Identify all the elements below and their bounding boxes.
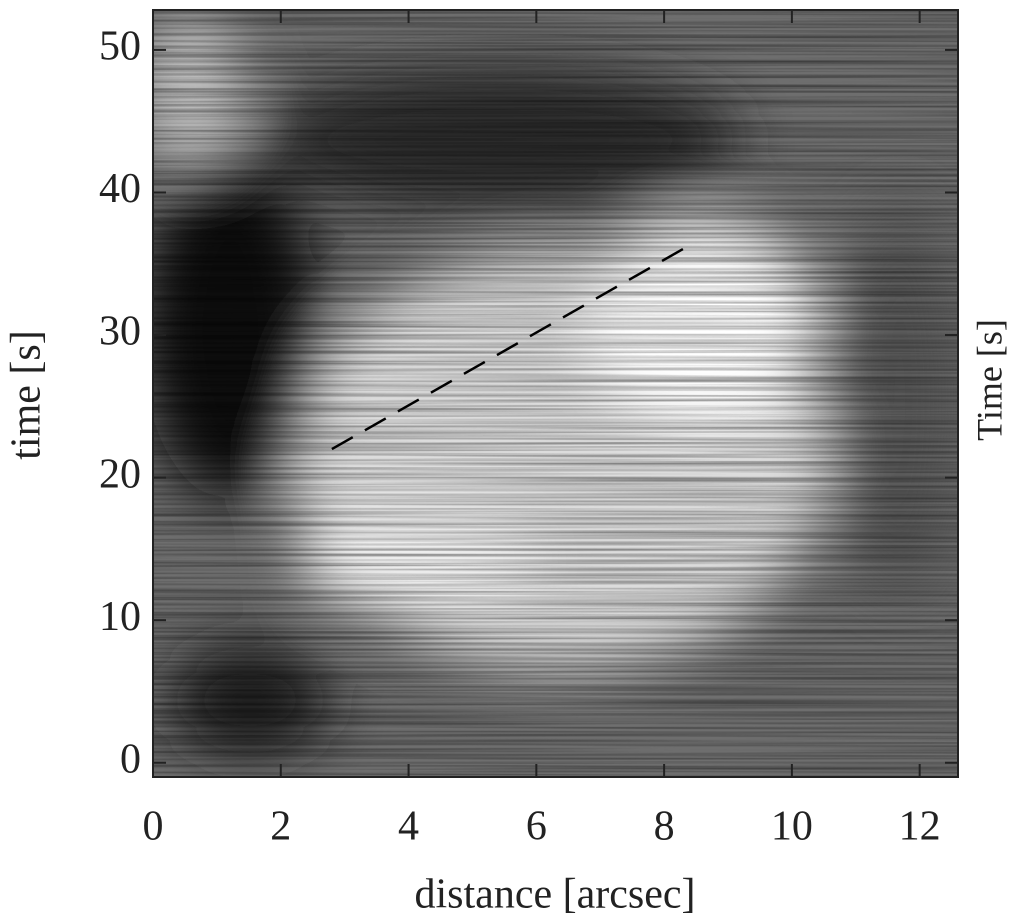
x-tick-label: 0 (143, 804, 164, 850)
x-tick-label: 12 (899, 804, 941, 850)
plot-frame (152, 9, 959, 778)
x-tick-label: 10 (771, 804, 813, 850)
right-axis-label: Time [s] (969, 319, 1009, 441)
x-tick-label: 8 (654, 804, 675, 850)
x-axis-label: distance [arcsec] (415, 872, 696, 918)
x-tick-label: 2 (270, 804, 291, 850)
y-tick-label: 30 (99, 309, 141, 355)
intensity-image (153, 10, 958, 777)
fit-line (331, 244, 691, 451)
y-tick-label: 20 (99, 451, 141, 497)
x-tick-label: 6 (526, 804, 547, 850)
y-tick-label: 10 (99, 594, 141, 640)
x-tick-label: 4 (398, 804, 419, 850)
y-tick-label: 0 (120, 736, 141, 782)
y-axis-label: time [s] (4, 330, 50, 459)
y-tick-label: 50 (99, 24, 141, 70)
y-tick-label: 40 (99, 166, 141, 212)
